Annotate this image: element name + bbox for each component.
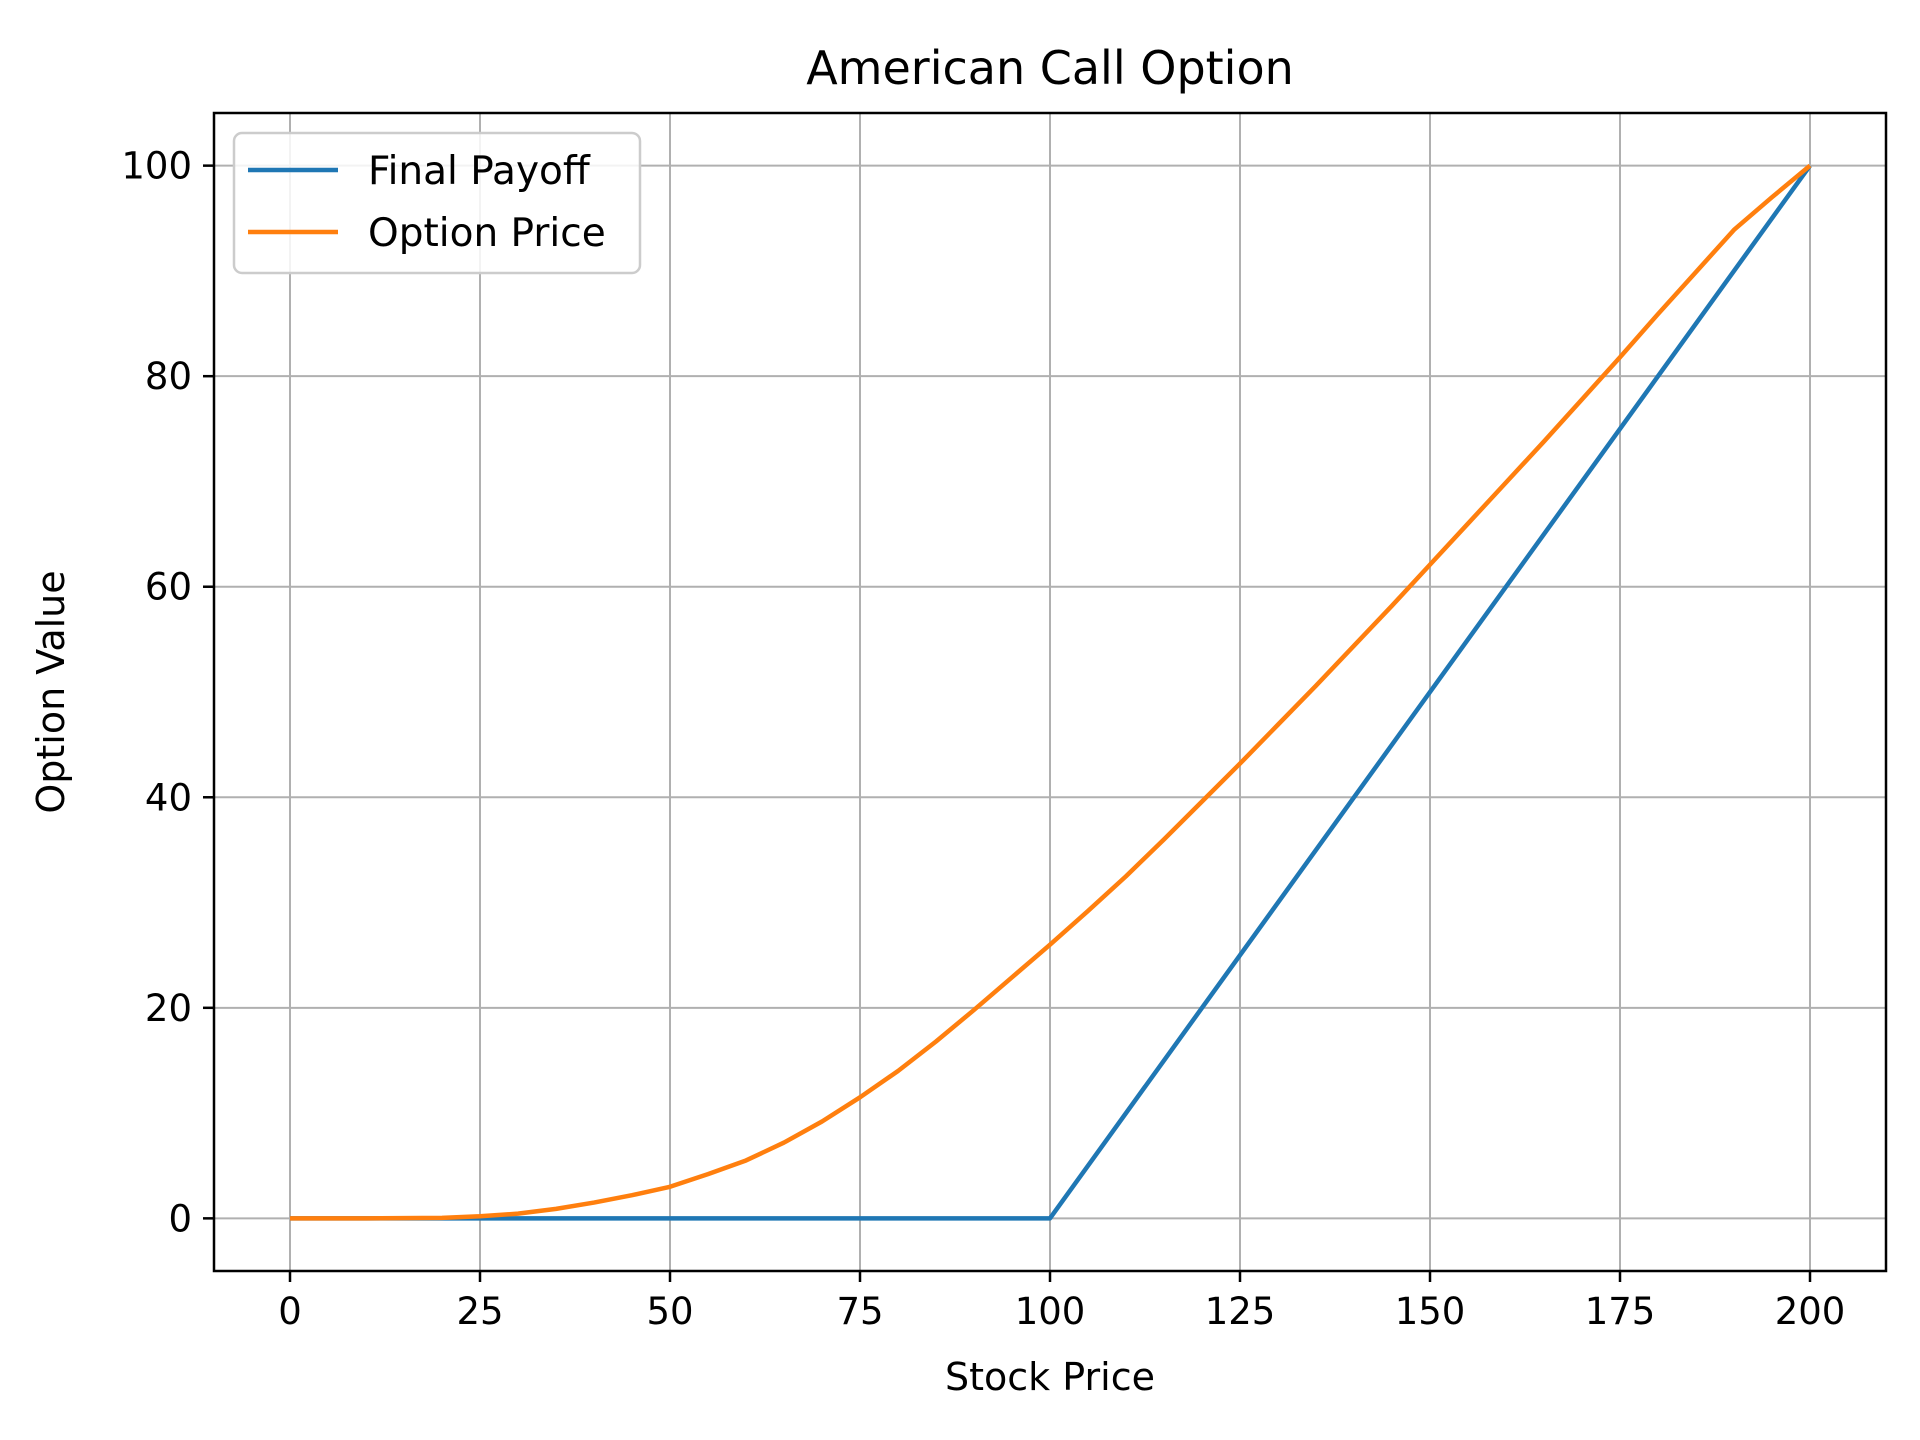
y-tick-label: 40	[145, 776, 192, 819]
series-line-final-payoff	[290, 164, 1812, 1221]
y-tick-label: 80	[145, 355, 192, 398]
x-tick-label: 50	[646, 1290, 693, 1333]
y-tick-label: 0	[168, 1197, 192, 1240]
x-axis-title: Stock Price	[945, 1355, 1155, 1399]
x-tick-label: 200	[1775, 1290, 1846, 1333]
chart-title: American Call Option	[806, 41, 1294, 95]
y-tick-label: 60	[145, 566, 192, 609]
x-tick-label: 175	[1585, 1290, 1656, 1333]
y-tick-label: 20	[145, 987, 192, 1030]
x-tick-label: 100	[1015, 1290, 1086, 1333]
series-line-option-price	[290, 163, 1812, 1221]
series-layer	[290, 163, 1812, 1221]
x-tick-label: 150	[1395, 1290, 1466, 1333]
y-axis-title: Option Value	[29, 570, 73, 813]
y-tick-label: 100	[121, 145, 192, 188]
x-tick-label: 75	[836, 1290, 883, 1333]
legend-label: Option Price	[368, 211, 606, 256]
x-tick-label: 125	[1205, 1290, 1276, 1333]
x-tick-label: 25	[456, 1290, 503, 1333]
x-tick-label: 0	[278, 1290, 302, 1333]
ticks: 0 25 50 75 100 125 150 175 200 0 20 40 60 80 100	[121, 145, 1845, 1333]
legend: Final Payoff Option Price	[232, 131, 642, 275]
legend-label: Final Payoff	[368, 149, 591, 194]
